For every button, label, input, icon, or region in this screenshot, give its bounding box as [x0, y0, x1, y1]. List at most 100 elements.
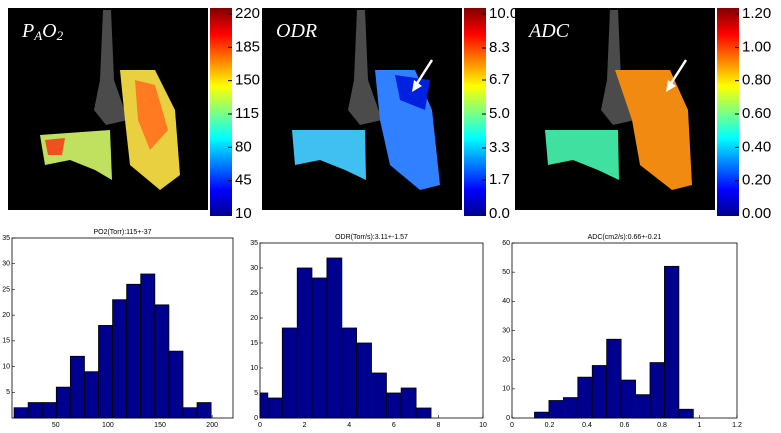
bar — [99, 325, 113, 418]
colorbar-tick-label: 0.40 — [742, 138, 771, 155]
bar — [312, 278, 327, 418]
colorbar-tick-label: 185 — [235, 38, 260, 55]
x-tick-label: 50 — [52, 422, 60, 429]
colorbar-tick-label: 0.80 — [742, 72, 771, 89]
label-part: A — [33, 28, 42, 43]
bar — [169, 351, 183, 418]
bar — [386, 393, 401, 418]
colorbar-tick-label: 115 — [235, 105, 259, 122]
bar — [549, 401, 563, 419]
colorbar — [210, 8, 232, 216]
bar — [607, 339, 621, 418]
y-tick-label: 10 — [502, 386, 510, 393]
y-tick-label: 35 — [2, 235, 10, 242]
y-tick-label: 5 — [6, 389, 10, 396]
y-tick-label: 30 — [250, 265, 258, 272]
bar — [282, 328, 297, 418]
bar — [563, 398, 577, 418]
y-tick-label: 5 — [254, 390, 258, 397]
label-part: ODR — [276, 20, 317, 42]
label-part: P — [21, 20, 34, 42]
bar — [679, 409, 693, 418]
x-tick-label: 0.4 — [582, 422, 592, 429]
bar — [70, 356, 84, 418]
bar — [155, 305, 169, 418]
label-part: ADC — [527, 20, 570, 42]
colorbar-tick-label: 0.0 — [489, 205, 510, 222]
y-tick-label: 20 — [250, 315, 258, 322]
y-tick-label: 40 — [502, 298, 510, 305]
y-tick-label: 10 — [2, 363, 10, 370]
bar — [636, 395, 650, 418]
y-tick-label: 30 — [502, 327, 510, 334]
x-tick-label: 0.8 — [657, 422, 667, 429]
colorbar-tick-label: 150 — [235, 72, 260, 89]
colorbar-tick-label: 0.00 — [742, 205, 771, 222]
y-tick-label: 15 — [2, 338, 10, 345]
bar — [650, 363, 664, 418]
bar — [372, 373, 387, 418]
label-part: 2 — [57, 28, 64, 43]
x-tick-label: 10 — [479, 422, 487, 429]
colorbar-tick-label: 3.3 — [489, 139, 510, 156]
bar — [183, 408, 197, 418]
y-tick-label: 30 — [2, 261, 10, 268]
y-tick-label: 20 — [502, 357, 510, 364]
bar — [127, 284, 141, 418]
colorbar-tick-label: 1.7 — [489, 171, 510, 188]
chart-title: ADC(cm2/s):0.66+-0.21 — [588, 234, 662, 241]
bar — [14, 408, 28, 418]
bar — [260, 393, 268, 418]
y-tick-label: 10 — [250, 365, 258, 372]
x-tick-label: 0.2 — [545, 422, 555, 429]
bar — [297, 268, 312, 418]
colorbar-tick-label: 6.7 — [489, 71, 510, 88]
bar — [56, 387, 70, 418]
bar — [416, 408, 431, 418]
bar — [401, 388, 416, 418]
bar — [113, 300, 127, 418]
colorbar — [717, 8, 739, 216]
chart-title: ODR(Torr/s):3.11+-1.57 — [335, 234, 408, 241]
colorbar-tick-label: 8.3 — [489, 39, 510, 56]
x-tick-label: 0 — [258, 422, 262, 429]
bar — [578, 377, 592, 418]
bar — [28, 403, 42, 418]
label-part: O — [42, 20, 56, 42]
bar — [42, 403, 56, 418]
y-tick-label: 35 — [250, 240, 258, 247]
x-tick-label: 4 — [347, 422, 351, 429]
colorbar-tick-label: 80 — [235, 138, 252, 155]
bar — [327, 258, 342, 418]
bar — [197, 403, 211, 418]
x-tick-label: 0 — [510, 422, 514, 429]
bar — [664, 266, 678, 418]
x-tick-label: 8 — [436, 422, 440, 429]
x-tick-label: 1 — [698, 422, 702, 429]
colorbar-tick-label: 5.0 — [489, 105, 510, 122]
bar — [84, 372, 98, 418]
y-tick-label: 60 — [502, 240, 510, 247]
bar — [535, 412, 549, 418]
colorbar-tick-label: 220 — [235, 5, 260, 22]
y-tick-label: 25 — [250, 290, 258, 297]
y-tick-label: 25 — [2, 286, 10, 293]
colorbar-tick-label: 0.60 — [742, 105, 771, 122]
colorbar-tick-label: 10.0 — [489, 5, 518, 22]
bar — [621, 380, 635, 418]
x-tick-label: 1.2 — [732, 422, 742, 429]
colorbar-tick-label: 10 — [235, 205, 252, 222]
y-tick-label: 50 — [502, 269, 510, 276]
colorbar-tick-label: 1.20 — [742, 5, 771, 22]
panel-label: ODR — [276, 20, 317, 42]
bar — [268, 398, 282, 418]
y-tick-label: 0 — [254, 415, 258, 422]
y-tick-label: 20 — [2, 312, 10, 319]
x-tick-label: 0.6 — [620, 422, 630, 429]
colorbar-tick-label: 1.00 — [742, 38, 771, 55]
x-tick-label: 150 — [154, 422, 166, 429]
y-tick-label: 15 — [250, 340, 258, 347]
panel-label: ADC — [527, 20, 570, 42]
colorbar-tick-label: 45 — [235, 172, 252, 189]
colorbar-tick-label: 0.20 — [742, 172, 771, 189]
